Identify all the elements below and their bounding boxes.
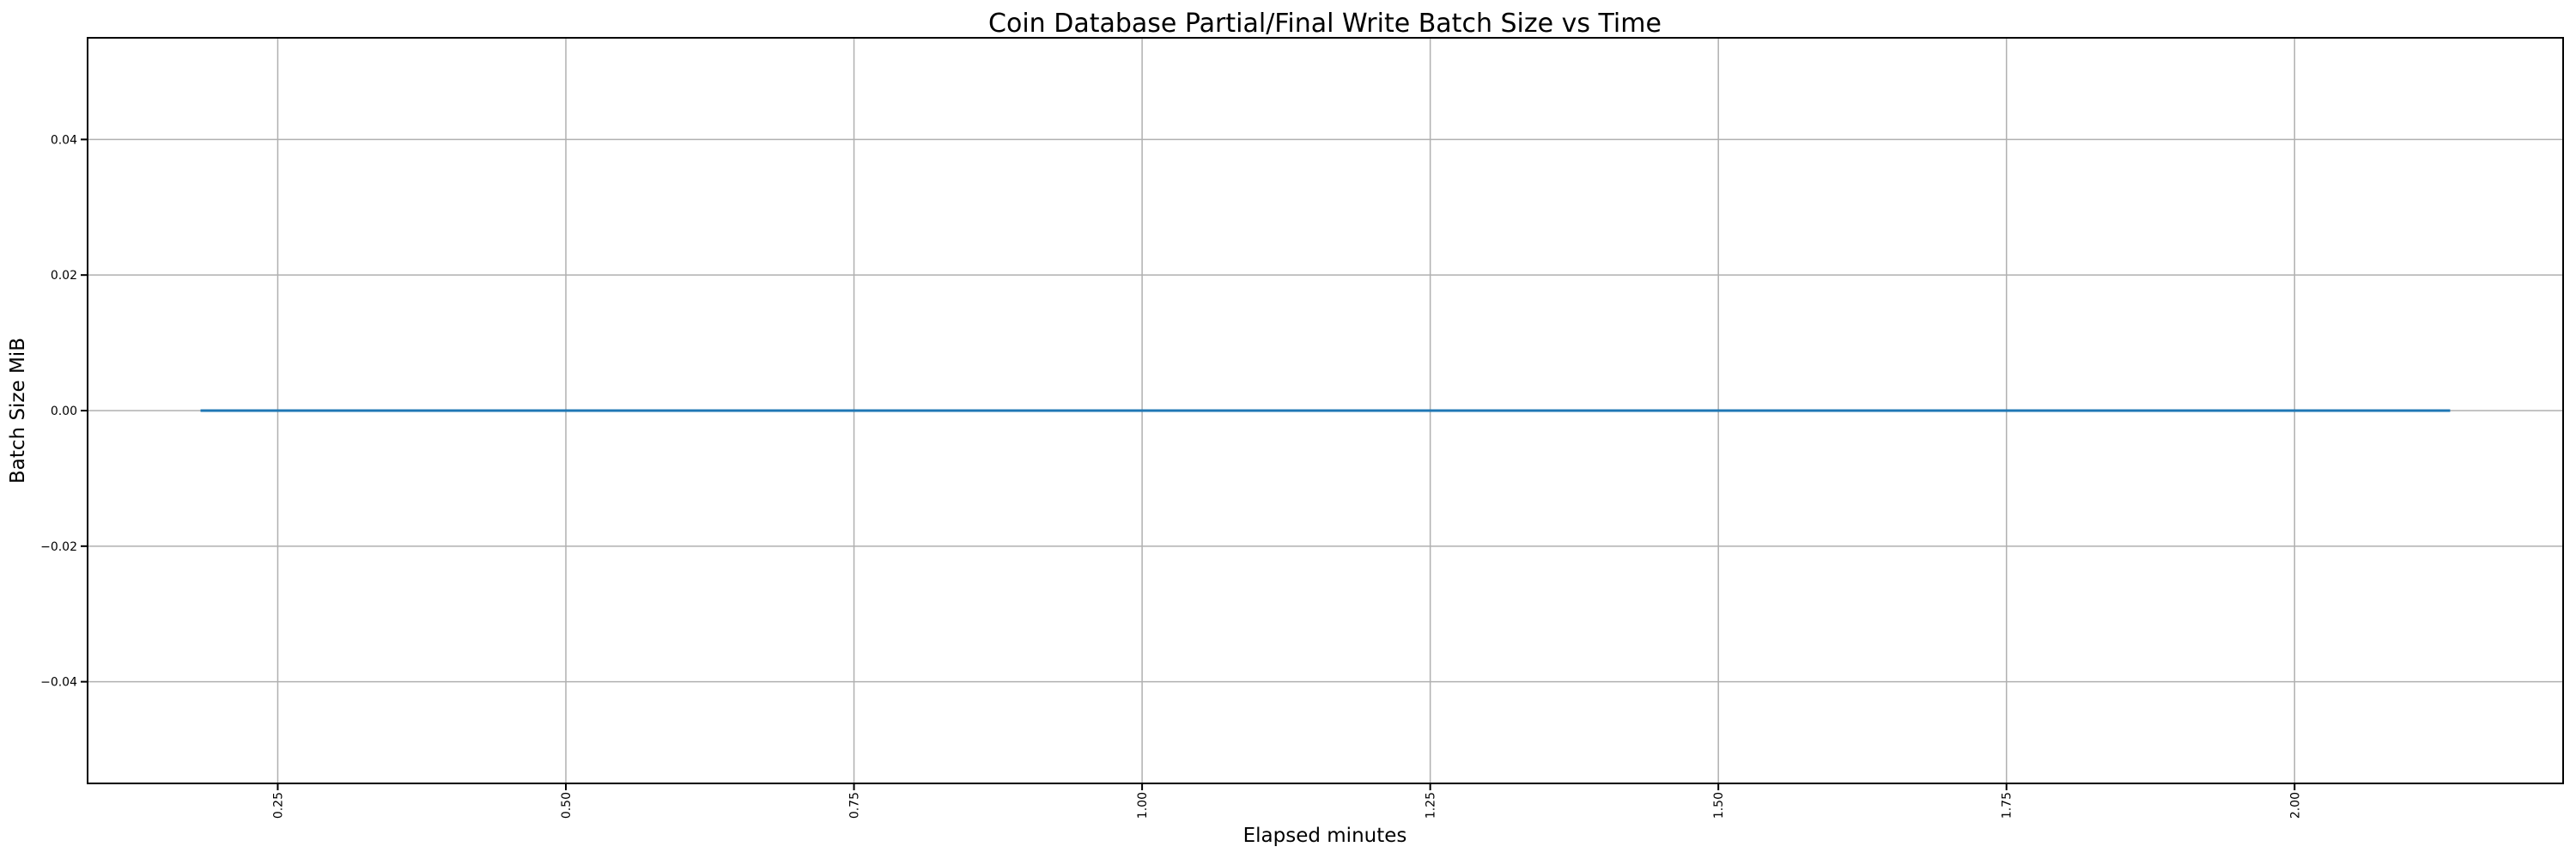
x-tick-label: 0.25	[271, 792, 285, 819]
y-tick-label: −0.04	[40, 676, 77, 690]
x-tick-label: 0.75	[848, 792, 862, 819]
x-tick-label: 1.50	[1712, 792, 1726, 819]
x-tick-label: 2.00	[2288, 792, 2302, 819]
y-tick-label: 0.02	[51, 269, 77, 283]
tick-layer: 0.25 0.50 0.75 1.00 1.25 1.50 1.75 2.00 −0.04 −0.…	[40, 133, 2302, 819]
x-tick-label: 1.25	[1425, 792, 1438, 819]
chart-title: Coin Database Partial/Final Write Batch …	[988, 9, 1662, 39]
y-axis-label: Batch Size MiB	[7, 338, 29, 484]
x-tick-label: 1.00	[1136, 792, 1150, 819]
x-tick-label: 0.50	[560, 792, 574, 819]
x-tick-label: 1.75	[2001, 792, 2014, 819]
y-tick-label: 0.04	[51, 133, 77, 147]
x-axis-label: Elapsed minutes	[1243, 825, 1407, 847]
y-tick-label: −0.02	[40, 540, 77, 554]
y-tick-label: 0.00	[51, 405, 77, 418]
